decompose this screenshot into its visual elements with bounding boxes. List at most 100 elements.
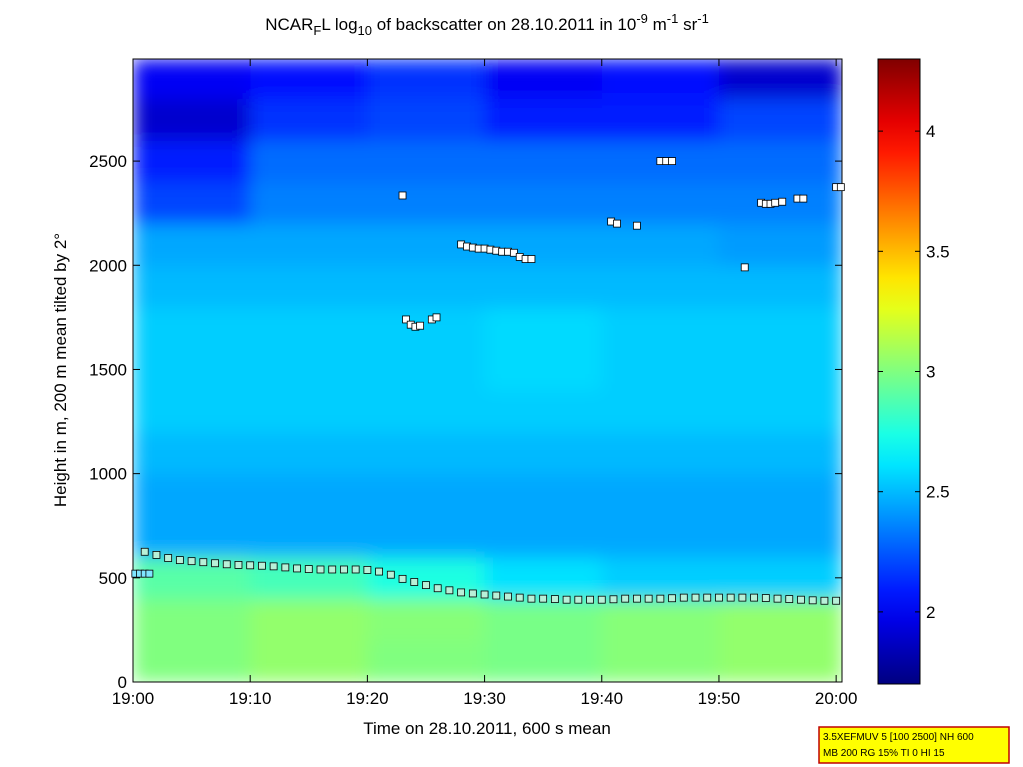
heat-cell	[250, 390, 368, 433]
heat-cell	[133, 181, 251, 225]
colorbar	[877, 58, 921, 685]
marker	[375, 567, 383, 576]
heat-cell	[367, 431, 486, 475]
heat-cell	[250, 59, 368, 100]
heat-cell	[601, 640, 720, 682]
heat-cell	[367, 140, 486, 183]
marker	[433, 584, 442, 593]
heat-cell	[718, 556, 842, 600]
heat-cell	[718, 265, 842, 308]
y-axis-label: Height in m, 200 m mean tilted by 2°	[51, 233, 70, 507]
heat-cell	[484, 181, 603, 225]
heat-cell	[250, 556, 368, 600]
chart-title: NCARFL log10 of backscatter on 28.10.201…	[265, 11, 709, 38]
heat-cell	[601, 98, 720, 141]
marker	[164, 554, 173, 562]
heat-cell	[367, 265, 486, 308]
marker	[703, 593, 712, 602]
heat-cell	[133, 59, 251, 100]
marker	[363, 566, 372, 574]
x-tick-label: 19:10	[229, 689, 272, 708]
marker	[750, 593, 759, 602]
heat-cell	[601, 390, 720, 433]
colorbar-tick-label: 2	[926, 603, 935, 622]
heat-cell	[250, 598, 368, 641]
colorbar-axis: 2 2.5 3 3.5 4	[878, 122, 950, 622]
heat-cell	[601, 431, 720, 475]
heat-cell	[484, 598, 603, 641]
heat-cell	[484, 348, 603, 391]
title-part: 10	[358, 23, 372, 38]
heat-cell	[367, 59, 486, 100]
heat-cell	[718, 431, 842, 475]
y-tick-label: 500	[99, 569, 127, 588]
heat-cell	[133, 390, 251, 433]
heat-cell	[133, 306, 251, 350]
marker	[304, 565, 313, 573]
marker	[715, 593, 723, 602]
heat-cell	[250, 515, 368, 558]
heat-cell	[250, 181, 368, 225]
marker	[175, 556, 184, 565]
title-part: -9	[636, 11, 648, 26]
heat-cell	[601, 223, 720, 266]
markers	[131, 157, 845, 605]
marker	[832, 596, 841, 605]
heat-cell	[484, 390, 603, 433]
heat-cell	[718, 348, 842, 391]
heat-cell	[718, 598, 842, 641]
title-part: -1	[697, 11, 709, 26]
marker	[668, 594, 676, 603]
heat-cell	[484, 140, 603, 183]
heat-cell	[601, 515, 720, 558]
heat-cell	[718, 223, 842, 266]
marker	[797, 595, 805, 604]
x-tick-label: 19:40	[580, 689, 623, 708]
heat-cell	[367, 348, 486, 391]
marker	[691, 593, 700, 602]
heat-cell	[133, 223, 251, 266]
marker	[609, 595, 618, 604]
heat-cell	[601, 556, 720, 600]
colorbar-tick-label: 3.5	[926, 242, 950, 261]
marker	[820, 596, 829, 605]
heat-cell	[367, 515, 486, 558]
marker	[246, 561, 255, 570]
marker	[145, 569, 154, 578]
marker	[740, 263, 749, 272]
title-part: NCAR	[265, 15, 313, 34]
heat-cell	[133, 515, 251, 558]
heat-cell	[718, 140, 842, 183]
marker	[445, 586, 454, 595]
heat-cell	[367, 556, 486, 600]
heat-cell	[367, 390, 486, 433]
marker	[808, 596, 817, 605]
heat-cell	[133, 640, 251, 682]
marker	[771, 198, 780, 207]
marker	[644, 594, 653, 603]
marker	[492, 591, 501, 600]
x-tick-label: 20:00	[815, 689, 858, 708]
marker	[269, 562, 278, 571]
heat-cell	[250, 640, 368, 682]
title-part: m	[648, 15, 667, 34]
heat-cell	[367, 640, 486, 682]
heat-cell	[133, 431, 251, 475]
plot-frame	[132, 58, 843, 683]
marker	[761, 594, 770, 602]
colorbar-tick-label: 4	[926, 122, 935, 141]
marker	[398, 574, 407, 583]
marker	[386, 570, 395, 579]
marker	[778, 197, 787, 206]
heat-cell	[718, 306, 842, 350]
marker	[140, 547, 149, 556]
heat-cell	[133, 140, 251, 183]
marker	[211, 559, 219, 568]
heat-cell	[250, 306, 368, 350]
marker	[281, 563, 290, 572]
marker	[562, 595, 571, 604]
heat-cell	[601, 598, 720, 641]
heat-cell	[250, 98, 368, 141]
marker	[773, 594, 782, 603]
marker	[468, 589, 477, 598]
